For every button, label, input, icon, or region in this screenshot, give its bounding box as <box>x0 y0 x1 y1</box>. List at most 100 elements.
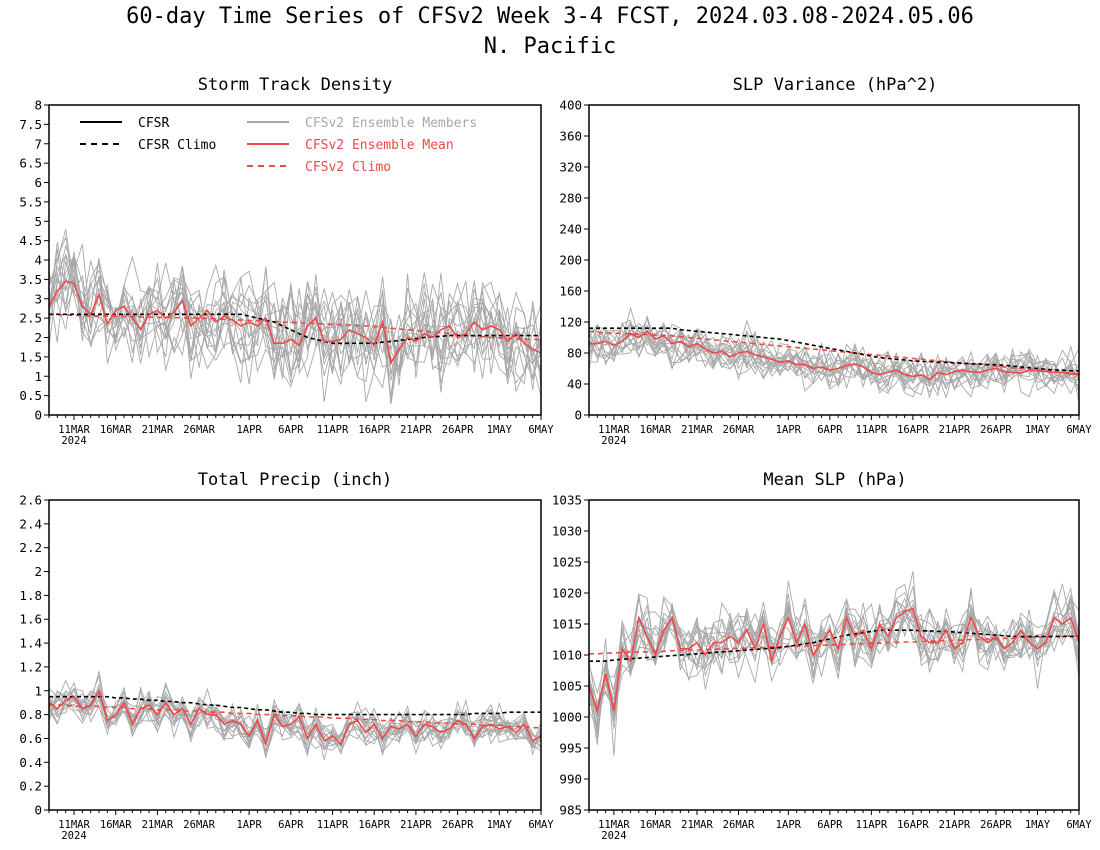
x-tick-label: 26APR <box>442 819 474 831</box>
panel-1: Storm Track Density 0 0.5 1 1.5 2 2.5 3 3.5 4 4.5 5… <box>19 75 554 447</box>
figure-title: 60-day Time Series of CFSv2 Week 3-4 FCS… <box>126 4 974 29</box>
y-tick-label: 0.6 <box>19 731 42 746</box>
y-tick-label: 360 <box>559 129 582 144</box>
x-tick-label: 1MAY <box>1025 424 1051 436</box>
ensemble-member-line <box>589 597 1079 714</box>
ensemble-member-line <box>49 248 541 397</box>
y-tick-label: 4.5 <box>19 233 42 248</box>
ensemble-member-line <box>49 687 541 759</box>
x-tick-label: 16MAR <box>640 819 672 831</box>
x-tick-label: 26APR <box>980 424 1012 436</box>
y-tick-label: 1.6 <box>19 612 42 627</box>
panel-title: Total Precip (inch) <box>198 470 392 490</box>
legend-cfsr-climo-label: CFSR Climo <box>138 138 216 153</box>
y-tick-label: 1.4 <box>19 636 42 651</box>
legend-cfsv2-climo-label: CFSv2 Climo <box>305 160 391 175</box>
y-tick-label: 1.8 <box>19 588 42 603</box>
ensemble-member-line <box>589 319 1079 394</box>
x-tick-label: 26APR <box>442 424 474 436</box>
ensemble-member-line <box>49 253 541 378</box>
x-tick-label: 11MAR <box>598 424 630 436</box>
x-tick-label: 6APR <box>817 819 843 831</box>
cfsr-climo-line <box>589 327 1079 372</box>
panel-2: SLP Variance (hPa^2) 0 40 80 120 160 200 240 280… <box>559 75 1092 447</box>
plot-area <box>49 670 541 761</box>
x-tick-label: 11APR <box>317 819 349 831</box>
legend-ensemble-members-label: CFSv2 Ensemble Members <box>305 116 477 131</box>
x-tick-label: 21MAR <box>681 819 713 831</box>
y-tick-label: 7.5 <box>19 117 42 132</box>
panel-3: Total Precip (inch) 0 0.2 0.4 0.6 0.8 1 1.2 1.4 1… <box>19 470 554 842</box>
panel-title: Storm Track Density <box>198 75 392 95</box>
cfsr-climo-line <box>49 695 541 716</box>
y-tick-label: 160 <box>559 284 582 299</box>
y-tick-label: 1015 <box>552 617 582 632</box>
y-tick-label: 320 <box>559 160 582 175</box>
x-tick-label: 6MAY <box>528 424 554 436</box>
x-tick-label: 1MAY <box>1025 819 1051 831</box>
y-tick-label: 400 <box>559 98 582 113</box>
ensemble-member-line <box>49 260 541 385</box>
ensemble-member-line <box>49 242 541 385</box>
ensemble-mean-line <box>589 607 1079 714</box>
x-tick-label: 6APR <box>278 424 304 436</box>
x-tick-label: 21MAR <box>142 819 174 831</box>
x-tick-label: 1APR <box>236 424 262 436</box>
x-tick-label: 6APR <box>817 424 843 436</box>
y-tick-label: 1000 <box>552 710 582 725</box>
plot-area <box>589 306 1079 403</box>
ensemble-mean-line <box>589 330 1079 381</box>
y-tick-label: 2.2 <box>19 540 42 555</box>
y-tick-label: 120 <box>559 315 582 330</box>
ensemble-mean-line <box>49 688 541 748</box>
cfsv2-climo-line <box>49 704 541 729</box>
y-tick-label: 1020 <box>552 586 582 601</box>
y-tick-label: 0.5 <box>19 388 42 403</box>
x-tick-label: 21MAR <box>681 424 713 436</box>
y-tick-label: 5.5 <box>19 194 42 209</box>
x-tick-label: 26MAR <box>723 819 755 831</box>
x-tick-label: 1APR <box>236 819 262 831</box>
y-tick-label: 2.5 <box>19 311 42 326</box>
y-tick-label: 1.2 <box>19 659 42 674</box>
x-tick-label: 16APR <box>358 424 390 436</box>
ensemble-member-line <box>589 325 1079 397</box>
y-tick-label: 0.2 <box>19 779 42 794</box>
y-tick-label: 1010 <box>552 648 582 663</box>
x-tick-label: 6MAY <box>528 819 554 831</box>
panel-4: Mean SLP (hPa) 985 990 995 1000 1005 1010 1015 1… <box>552 470 1092 842</box>
x-tick-label: 11MAR <box>58 819 90 831</box>
x-tick-label: 1APR <box>776 819 802 831</box>
y-tick-label: 0 <box>34 803 42 818</box>
y-tick-label: 995 <box>559 741 582 756</box>
x-tick-label: 21APR <box>400 819 432 831</box>
x-year-label: 2024 <box>61 830 86 842</box>
y-tick-label: 1005 <box>552 679 582 694</box>
x-tick-label: 6MAY <box>1066 424 1092 436</box>
y-tick-label: 1 <box>34 369 42 384</box>
x-tick-label: 26MAR <box>183 424 215 436</box>
panel-title: Mean SLP (hPa) <box>763 470 906 490</box>
x-year-label: 2024 <box>601 830 626 842</box>
y-tick-label: 200 <box>559 253 582 268</box>
x-tick-label: 26MAR <box>183 819 215 831</box>
y-tick-label: 3.5 <box>19 272 42 287</box>
x-tick-label: 26MAR <box>723 424 755 436</box>
x-tick-label: 11APR <box>856 819 888 831</box>
x-tick-label: 1APR <box>776 424 802 436</box>
y-tick-label: 1035 <box>552 493 582 508</box>
y-tick-label: 8 <box>34 98 42 113</box>
legend-cfsr-label: CFSR <box>138 116 169 131</box>
x-tick-label: 6APR <box>278 819 304 831</box>
x-year-label: 2024 <box>61 435 86 447</box>
x-tick-label: 16MAR <box>100 424 132 436</box>
ensemble-member-line <box>589 322 1079 393</box>
y-tick-label: 280 <box>559 191 582 206</box>
y-tick-label: 80 <box>567 346 582 361</box>
y-tick-label: 0.4 <box>19 755 42 770</box>
y-tick-label: 7 <box>34 136 42 151</box>
x-tick-label: 16APR <box>358 819 390 831</box>
ensemble-member-line <box>49 260 541 375</box>
ensemble-member-line <box>49 692 541 755</box>
